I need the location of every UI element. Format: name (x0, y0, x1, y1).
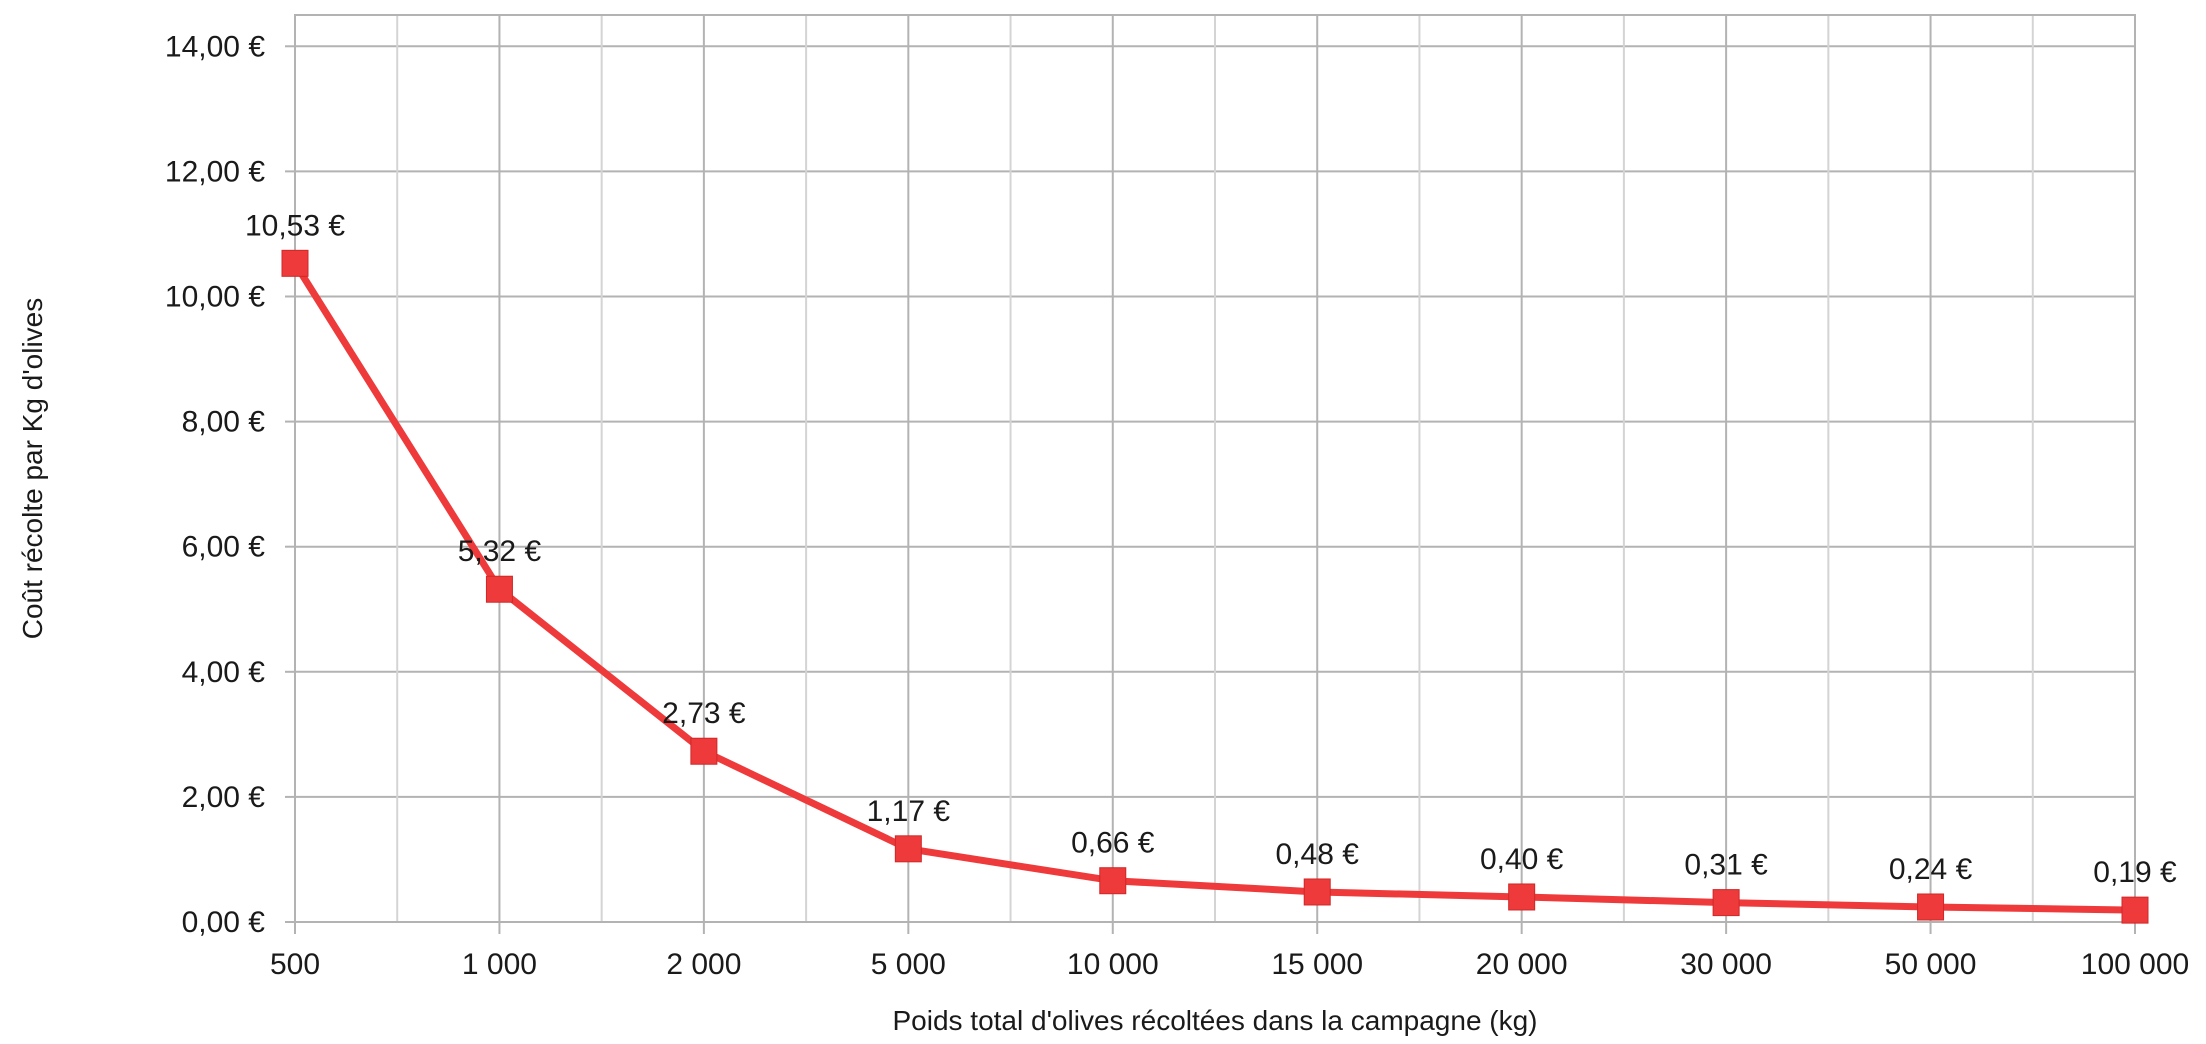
data-point-marker (1508, 883, 1536, 911)
x-tick-label: 100 000 (2081, 948, 2189, 981)
x-tick-label: 2 000 (666, 948, 741, 981)
data-labels: 10,53 € 5,32 € 2,73 € 1,17 € 0,66 € 0,48 € 0,4… (245, 209, 2177, 889)
y-tick-label: 0,00 € (182, 906, 266, 939)
data-label: 5,32 € (458, 535, 542, 568)
x-tick-label: 15 000 (1271, 948, 1363, 981)
x-tick-label: 50 000 (1885, 948, 1977, 981)
data-point-marker (1917, 893, 1945, 921)
data-label: 0,48 € (1276, 838, 1360, 871)
y-tick-label: 6,00 € (182, 531, 266, 564)
data-point-marker (2121, 896, 2149, 924)
data-point-marker (281, 249, 309, 277)
data-label: 0,31 € (1684, 849, 1768, 882)
series-markers (281, 249, 2149, 924)
x-tick-label: 1 000 (462, 948, 537, 981)
y-tick-label: 10,00 € (165, 280, 265, 313)
x-tick-label: 30 000 (1680, 948, 1772, 981)
data-point-marker (485, 575, 513, 603)
y-tick-label: 2,00 € (182, 781, 266, 814)
data-point-marker (690, 737, 718, 765)
data-label: 0,19 € (2093, 856, 2177, 889)
plot-frame (294, 14, 2136, 923)
y-tick-label: 4,00 € (182, 656, 266, 689)
data-label: 0,24 € (1889, 853, 1973, 886)
data-label: 0,40 € (1480, 843, 1564, 876)
data-point-marker (1099, 867, 1127, 895)
y-axis-title: Coût récolte par Kg d'olives (17, 298, 48, 640)
data-label: 1,17 € (867, 795, 951, 828)
data-point-marker (1303, 878, 1331, 906)
x-tick-label: 5 000 (871, 948, 946, 981)
data-label: 0,66 € (1071, 827, 1155, 860)
data-label: 2,73 € (662, 697, 746, 730)
x-tick-label: 500 (270, 948, 320, 981)
x-tick-label: 10 000 (1067, 948, 1159, 981)
x-tick-label: 20 000 (1476, 948, 1568, 981)
grid (294, 15, 2136, 923)
x-axis-ticks: 500 1 000 2 000 5 000 10 000 15 000 20 000 30 0… (270, 922, 2189, 981)
y-tick-label: 12,00 € (165, 155, 265, 188)
y-axis-ticks: 0,00 € 2,00 € 4,00 € 6,00 € 8,00 € 10,00 € 12,… (165, 30, 295, 939)
data-point-marker (894, 835, 922, 863)
y-tick-label: 14,00 € (165, 30, 265, 63)
data-point-marker (1712, 889, 1740, 917)
data-label: 10,53 € (245, 209, 345, 242)
y-tick-label: 8,00 € (182, 406, 266, 439)
x-axis-title: Poids total d'olives récoltées dans la c… (892, 1005, 1537, 1036)
series-line (291, 259, 2139, 914)
